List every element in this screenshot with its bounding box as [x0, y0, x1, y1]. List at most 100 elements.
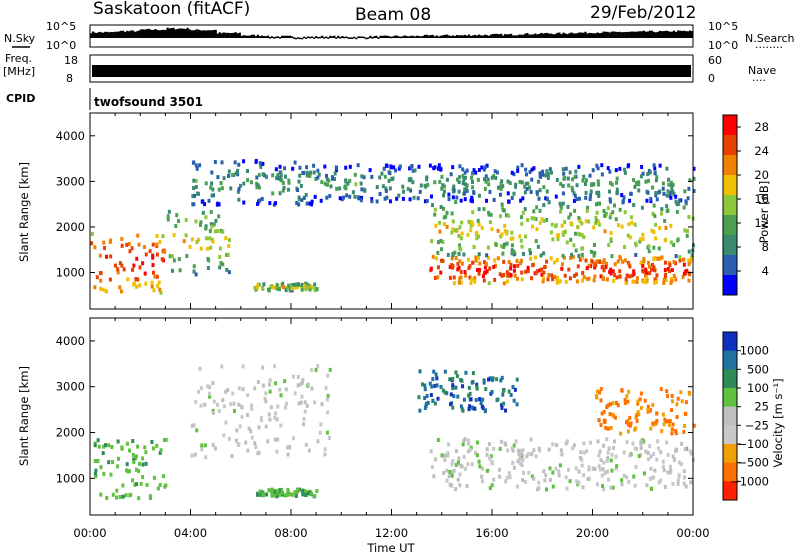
heatmap-cell — [221, 398, 225, 403]
heatmap-cell — [512, 191, 516, 196]
heatmap-cell — [138, 461, 142, 466]
heatmap-cell — [636, 399, 640, 404]
heatmap-cell — [156, 283, 160, 288]
noise-mark — [357, 36, 360, 38]
heatmap-cell — [270, 492, 274, 497]
heatmap-cell — [478, 464, 482, 469]
heatmap-cell — [221, 229, 225, 234]
heatmap-cell — [168, 254, 172, 259]
heatmap-cell — [93, 459, 97, 464]
heatmap-cell — [464, 273, 468, 278]
heatmap-cell — [661, 412, 665, 417]
heatmap-cell — [682, 429, 686, 434]
heatmap-cell — [230, 454, 234, 459]
noise-mark — [682, 30, 686, 38]
heatmap-cell — [306, 382, 310, 387]
noise-mark — [435, 35, 438, 38]
noise-mark — [602, 31, 605, 38]
heatmap-cell — [184, 217, 188, 222]
noise-mark — [447, 35, 450, 38]
heatmap-cell — [443, 457, 447, 462]
heatmap-cell — [510, 243, 514, 248]
heatmap-cell — [213, 229, 217, 234]
heatmap-cell — [599, 387, 603, 392]
heatmap-cell — [602, 487, 606, 492]
heatmap-cell — [518, 449, 522, 454]
heatmap-cell — [551, 277, 555, 282]
heatmap-cell — [683, 189, 687, 194]
heatmap-cell — [512, 172, 516, 177]
heatmap-cell — [265, 492, 269, 497]
heatmap-cell — [581, 485, 585, 490]
heatmap-cell — [681, 257, 685, 262]
noise-mark — [660, 31, 664, 38]
heatmap-cell — [614, 217, 618, 222]
heatmap-cell — [434, 372, 438, 377]
noise-right-tick-bottom: 10^0 — [708, 39, 738, 52]
heatmap-cell — [131, 439, 135, 444]
noise-mark — [451, 35, 454, 38]
heatmap-cell — [563, 273, 567, 278]
heatmap-cell — [498, 192, 502, 197]
heatmap-cell — [675, 202, 679, 207]
heatmap-cell — [513, 387, 517, 392]
heatmap-cell — [104, 289, 108, 294]
heatmap-cell — [551, 470, 555, 475]
heatmap-cell — [505, 231, 509, 236]
heatmap-cell — [439, 258, 443, 263]
heatmap-cell — [492, 197, 496, 202]
heatmap-cell — [316, 439, 320, 444]
noise-mark — [158, 30, 161, 38]
heatmap-cell — [665, 166, 669, 171]
heatmap-cell — [633, 446, 637, 451]
heatmap-cell — [672, 242, 676, 247]
noise-mark — [140, 29, 143, 38]
heatmap-cell — [500, 403, 504, 408]
heatmap-cell — [535, 190, 539, 195]
noise-mark — [162, 29, 165, 38]
heatmap-cell — [267, 288, 271, 293]
heatmap-cell — [260, 196, 264, 201]
heatmap-cell — [485, 253, 489, 258]
heatmap-cell — [227, 237, 231, 242]
heatmap-cell — [476, 218, 480, 223]
heatmap-cell — [580, 221, 584, 226]
noise-mark — [584, 31, 587, 38]
heatmap-cell — [291, 492, 295, 497]
heatmap-cell — [457, 280, 461, 285]
noise-mark — [588, 32, 591, 38]
heatmap-cell — [133, 456, 137, 461]
heatmap-cell — [220, 160, 224, 165]
heatmap-cell — [626, 429, 630, 434]
heatmap-cell — [675, 447, 679, 452]
colorbar-tick-label: 1000 — [740, 344, 769, 358]
heatmap-cell — [167, 209, 171, 214]
heatmap-cell — [370, 174, 374, 179]
heatmap-cell — [637, 188, 641, 193]
noise-mark — [164, 30, 167, 38]
heatmap-cell — [441, 240, 445, 245]
heatmap-cell — [310, 386, 314, 391]
heatmap-cell — [215, 402, 219, 407]
noise-mark — [106, 31, 109, 38]
heatmap-cell — [683, 423, 687, 428]
noise-mark — [642, 30, 645, 38]
noise-mark — [620, 32, 623, 38]
heatmap-cell — [645, 274, 649, 279]
heatmap-cell — [460, 231, 464, 236]
heatmap-cell — [284, 405, 288, 410]
heatmap-cell — [476, 177, 480, 182]
heatmap-cell — [625, 420, 629, 425]
heatmap-cell — [666, 419, 670, 424]
heatmap-cell — [510, 248, 514, 253]
heatmap-cell — [207, 391, 211, 396]
heatmap-cell — [486, 245, 490, 250]
heatmap-cell — [210, 170, 214, 175]
heatmap-cell — [278, 191, 282, 196]
heatmap-cell — [584, 195, 588, 200]
noise-mark — [423, 34, 426, 38]
heatmap-cell — [561, 184, 565, 189]
heatmap-cell — [606, 450, 610, 455]
noise-mark — [260, 35, 264, 38]
heatmap-cell — [657, 480, 661, 485]
